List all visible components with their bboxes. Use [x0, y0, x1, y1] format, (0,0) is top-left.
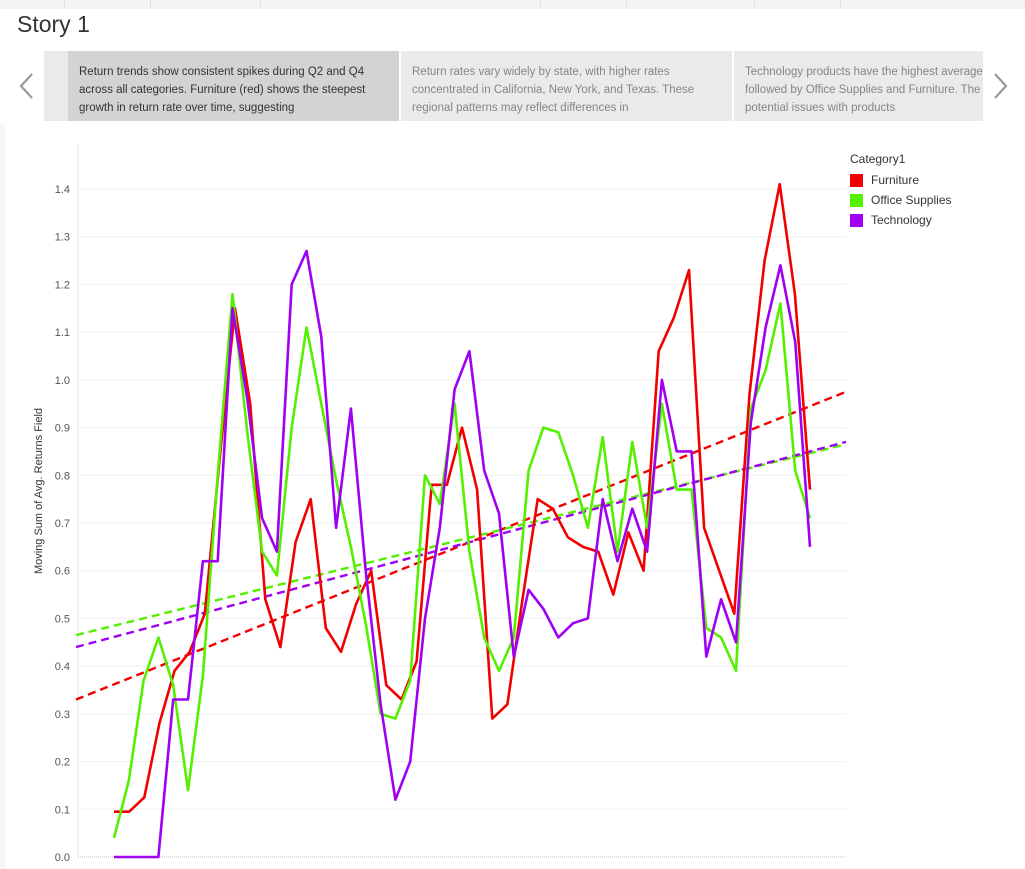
y-axis-label: Moving Sum of Avg. Returns Field: [33, 408, 45, 574]
y-tick-label: 0.6: [55, 566, 70, 578]
story-points-strip: Return trends show consistent spikes dur…: [44, 51, 983, 121]
y-tick-label: 0.3: [55, 709, 70, 721]
y-tick-label: 0.5: [55, 613, 70, 625]
y-tick-label: 1.3: [55, 232, 70, 244]
line-chart: Moving Sum of Avg. Returns Field 0.00.10…: [33, 144, 847, 864]
series-line-furniture: [114, 182, 812, 814]
legend-label: Furniture: [871, 173, 920, 187]
y-tick-label: 0.0: [55, 852, 70, 864]
trend-lines: [75, 390, 847, 701]
chart-gridlines: [78, 188, 846, 858]
y-tick-label: 0.4: [55, 661, 70, 673]
series-line-office-supplies: [112, 292, 812, 839]
next-story-point-button[interactable]: [983, 51, 1019, 121]
chevron-right-icon: [994, 73, 1008, 99]
story-point-3[interactable]: Technology products have the highest ave…: [734, 51, 983, 121]
trend-line-office-supplies: [75, 443, 847, 637]
story-point-divider: [732, 51, 734, 121]
story-point-2-text: Return rates vary widely by state, with …: [412, 66, 695, 114]
y-tick-label: 0.8: [55, 470, 70, 482]
y-tick-label: 1.1: [55, 327, 70, 339]
legend-label: Technology: [871, 213, 932, 227]
story-point-1[interactable]: Return trends show consistent spikes dur…: [68, 51, 399, 121]
y-tick-label: 1.0: [55, 375, 70, 387]
legend-swatch: [850, 193, 863, 207]
y-tick-label: 1.2: [55, 279, 70, 291]
legend-item-office-supplies[interactable]: Office Supplies: [850, 190, 952, 210]
left-panel-edge: [0, 124, 5, 869]
series-lines: [112, 182, 812, 859]
y-tick-label: 0.2: [55, 757, 70, 769]
legend: Category1 Furniture Office Supplies Tech…: [850, 152, 952, 230]
story-point-1-text: Return trends show consistent spikes dur…: [79, 66, 366, 114]
story-point-3-text: Technology products have the highest ave…: [745, 66, 983, 114]
legend-item-technology[interactable]: Technology: [850, 210, 952, 230]
legend-swatch: [850, 213, 863, 227]
legend-swatch: [850, 173, 863, 187]
y-axis-ticks: 0.0 0.1 0.2 0.3 0.4 0.5 0.6 0.7 0.8 0.9 1.0 1.1 1.2 1…: [55, 184, 70, 864]
top-toolbar-strip: [0, 0, 1025, 9]
trend-line-furniture: [75, 390, 847, 701]
y-tick-label: 0.1: [55, 804, 70, 816]
legend-title: Category1: [850, 152, 906, 166]
y-tick-label: 1.4: [55, 184, 70, 196]
story-navigator: Return trends show consistent spikes dur…: [0, 51, 1025, 121]
story-title: Story 1: [17, 11, 90, 37]
chevron-left-icon: [19, 73, 33, 99]
previous-story-point-button[interactable]: [8, 51, 44, 121]
story-point-2[interactable]: Return rates vary widely by state, with …: [401, 51, 732, 121]
legend-label: Office Supplies: [871, 193, 952, 207]
y-tick-label: 0.7: [55, 518, 70, 530]
series-line-technology: [114, 249, 812, 859]
story-point-divider: [399, 51, 401, 121]
legend-item-furniture[interactable]: Furniture: [850, 170, 952, 190]
y-tick-label: 0.9: [55, 423, 70, 435]
